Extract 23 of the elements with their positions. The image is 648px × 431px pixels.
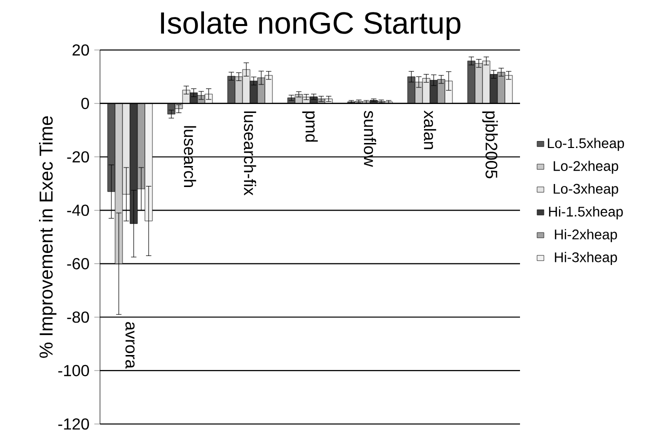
y-tick-label: -40 — [67, 204, 89, 216]
legend-label: Hi-2xheap — [554, 229, 617, 242]
x-tick-label: xalan — [424, 110, 436, 150]
x-tick-label: pjbb2005 — [482, 111, 498, 178]
y-tick-label: -60 — [67, 258, 89, 270]
y-tick-label: -80 — [67, 311, 89, 323]
y-tick-label: -100 — [58, 364, 89, 376]
y-tick-label: 20 — [72, 44, 89, 56]
legend-label: Lo-2xheap — [554, 160, 618, 174]
y-tick-label: 0 — [81, 98, 89, 110]
y-tick-label: -120 — [58, 418, 89, 430]
x-tick-label: pmd — [302, 111, 318, 142]
legend-label: Hi-3xheap — [554, 252, 617, 265]
x-tick-label: lusearch-fix — [244, 111, 256, 196]
legend-label: Lo-1.5xheap — [548, 138, 624, 151]
y-axis-title: % Improvement in Exec Time — [39, 116, 56, 358]
y-tick-label: -20 — [67, 151, 89, 163]
x-tick-label: avrora — [125, 322, 135, 369]
x-tick-label: lusearch — [184, 126, 196, 187]
legend-label: Lo-3xheap — [554, 184, 618, 197]
chart-title: Isolate nonGC Startup — [161, 11, 460, 40]
x-tick-label: sunflow — [364, 110, 376, 167]
legend-label: Hi-1.5xheap — [549, 206, 623, 220]
